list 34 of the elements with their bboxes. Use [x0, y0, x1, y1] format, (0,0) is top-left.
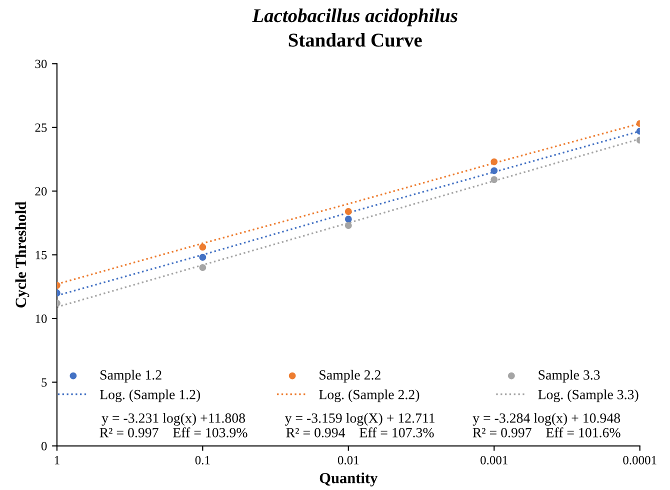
point — [490, 167, 498, 174]
legend-label: Log. (Sample 3.3) — [538, 389, 638, 402]
legend-label: Log. (Sample 1.2) — [100, 389, 200, 402]
y-axis-title: Cycle Threshold — [15, 202, 30, 308]
point — [344, 222, 352, 229]
y-tick-label: 20 — [35, 187, 47, 196]
y-tick-label: 10 — [36, 314, 47, 323]
point — [490, 176, 498, 184]
y-tick-label: 0 — [41, 442, 47, 450]
y-tick-label: 25 — [35, 123, 47, 132]
y-tick-label: 15 — [36, 250, 47, 260]
x-tick-label: 1 — [54, 456, 60, 464]
point — [490, 158, 498, 166]
point — [199, 244, 206, 251]
point — [199, 254, 206, 261]
x-tick-label: 0.01 — [338, 456, 359, 464]
point — [199, 264, 206, 272]
x-tick-label: 0.0001 — [623, 456, 656, 464]
y-tick-label: 30 — [35, 60, 47, 68]
annotation: y = -3.231 log(x) +11.808 R² = 0.997 Eff = 103.9% — [100, 413, 248, 438]
chart-subtitle: Standard Curve — [288, 33, 422, 47]
legend-label: Sample 3.3 — [538, 370, 600, 382]
y-tick-label: 5 — [42, 378, 47, 387]
annotation: y = -3.284 log(x) + 10.948 R² = 0.997 Eff = 101.6% — [472, 413, 620, 438]
x-axis-title: Quantity — [320, 472, 378, 486]
chart-title: Lactobacillus acidophilus — [252, 8, 458, 26]
legend-label: Sample 2.2 — [320, 370, 380, 382]
legend-label: Sample 1.2 — [100, 370, 162, 382]
annotation: y = -3.159 log(X) + 12.711 R² = 0.994 Eff = 107.3% — [284, 413, 434, 438]
x-tick-label: 0.1 — [195, 456, 210, 464]
x-tick-label: 0.001 — [480, 456, 508, 464]
legend-label: Log. (Sample 2.2) — [319, 389, 420, 402]
point — [344, 216, 352, 223]
point — [344, 208, 352, 215]
